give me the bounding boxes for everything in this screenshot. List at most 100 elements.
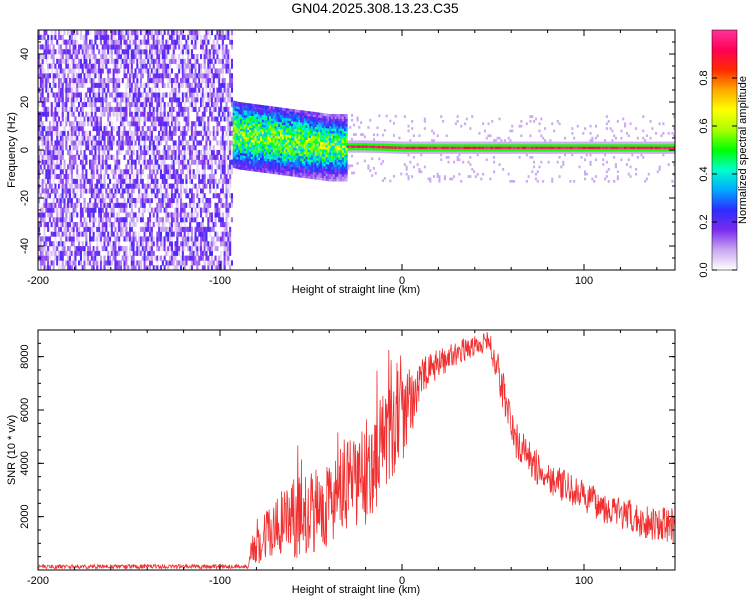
spectrogram-cell [132, 130, 135, 136]
spectrogram-cell [79, 207, 82, 213]
spectrogram-cell [194, 39, 197, 45]
spectrogram-cell [67, 174, 70, 180]
spectrogram-cell [229, 140, 232, 146]
spectrogram-cell [78, 92, 81, 98]
spectrogram-cell [260, 148, 263, 151]
spectrogram-cell [59, 34, 62, 40]
spectrogram-cell [185, 164, 188, 170]
spectrogram-cell [65, 78, 68, 84]
spectrogram-cell [283, 158, 286, 162]
spectrogram-cell [192, 202, 195, 208]
spectrogram-cell [43, 154, 46, 160]
spectrogram-cell [200, 78, 203, 84]
spectrogram-cell [101, 135, 104, 141]
spectrogram-cell [221, 78, 224, 84]
spectrogram-cell [249, 110, 252, 114]
spectrogram-cell [285, 115, 288, 119]
spectrogram-cell [241, 121, 244, 125]
spectrogram-cell [52, 222, 55, 228]
spectrogram-cell [292, 166, 295, 170]
spectrogram-cell [130, 164, 133, 170]
spectrogram-cell [96, 68, 99, 74]
spectrogram-cell [118, 188, 121, 194]
spectrogram-cell [303, 127, 306, 131]
spectrogram-cell [274, 171, 277, 175]
spectrogram-cell [305, 168, 308, 172]
spectrogram-cell [156, 265, 159, 270]
spectrogram-cell [267, 120, 270, 123]
spectrogram-cell [158, 222, 161, 228]
spectrogram-cell [116, 260, 119, 266]
spectrogram-cell [194, 207, 197, 213]
spectrogram-cell [59, 92, 62, 98]
spectrogram-cell [54, 130, 57, 136]
spectrogram-cell [59, 78, 62, 84]
spectrogram-cell [167, 68, 170, 74]
spectrogram-cell [70, 154, 73, 160]
spectrogram-cell [303, 139, 306, 143]
spectrogram-cell [56, 58, 59, 64]
spectrogram-cell [301, 146, 304, 150]
spectrogram-cell [227, 241, 230, 247]
spectrogram-cell [190, 87, 193, 93]
spectrogram-cell [176, 145, 179, 151]
spectrogram-cell [121, 188, 124, 194]
spectrogram-cell [61, 130, 64, 136]
spectrogram-cell [196, 121, 199, 127]
spectrogram-cell [169, 97, 172, 103]
spectrogram-cell [190, 207, 193, 213]
spectrogram-cell [136, 121, 139, 127]
spectrogram-cell [280, 136, 283, 139]
spectrogram-cell [43, 97, 46, 103]
spectrogram-cell [227, 202, 230, 208]
spectrogram-cell [147, 54, 150, 60]
spectrogram-cell [154, 174, 157, 180]
spectrogram-cell [221, 183, 224, 189]
spectrogram-cell [116, 68, 119, 74]
spectrogram-cell [121, 178, 124, 184]
spectrogram-cell [271, 159, 274, 162]
spectrogram-cell [294, 167, 297, 170]
spectrogram-cell [181, 44, 184, 50]
spectrogram-cell [85, 183, 88, 189]
spectrogram-cell [300, 151, 303, 154]
spectrogram-cell [223, 193, 226, 199]
spectrogram-cell [229, 97, 232, 103]
spectrogram-cell [58, 92, 61, 98]
spectrogram-cell [138, 265, 141, 270]
spectrogram-cell [83, 174, 86, 180]
spectrogram-cell [238, 114, 241, 117]
spectrogram-cell [58, 34, 61, 40]
spectrogram-cell [225, 102, 228, 108]
spectrogram-cell [59, 159, 62, 165]
spectrogram-cell [139, 226, 142, 232]
spectrogram-cell [205, 246, 208, 252]
spectrogram-cell [96, 82, 99, 88]
spectrogram-cell [172, 44, 175, 50]
spectrogram-cell [154, 87, 157, 93]
spectrogram-cell [256, 106, 259, 110]
spectrogram-cell [85, 58, 88, 64]
spectrogram-cell [196, 202, 199, 208]
spectrogram-cell [90, 207, 93, 213]
spectrogram-cell [254, 147, 257, 151]
spectrogram-cell [198, 222, 201, 228]
spectrogram-cell [203, 265, 206, 270]
spectrogram-cell [201, 183, 204, 189]
spectrogram-cell [172, 106, 175, 112]
spectrogram-cell [218, 30, 221, 36]
spectrogram-cell [207, 58, 210, 64]
spectrogram-cell [89, 130, 92, 136]
spectrogram-cell [110, 30, 113, 36]
spectrogram-cell [130, 58, 133, 64]
spectrogram-cell [220, 217, 223, 223]
spectrogram-cell [316, 138, 319, 142]
spectrogram-cell [98, 68, 101, 74]
spectrogram-cell [99, 217, 102, 223]
spectrogram-cell [265, 144, 268, 147]
spectrogram-cell [54, 246, 57, 252]
spectrogram-cell [48, 169, 51, 175]
spectrogram-cell [116, 82, 119, 88]
spectrogram-cell [54, 183, 57, 189]
spectrogram-cell [132, 73, 135, 79]
